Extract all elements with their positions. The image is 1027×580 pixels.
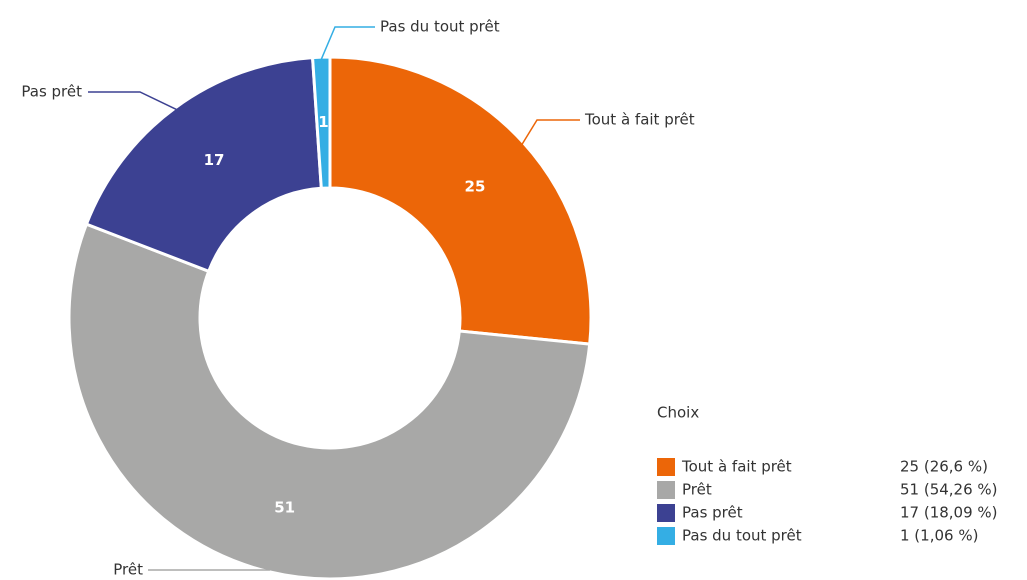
legend-value: 25 (26,6 %) — [900, 458, 988, 476]
category-label: Pas prêt — [21, 83, 82, 101]
legend-swatch — [657, 527, 675, 545]
leader-line — [320, 26, 375, 60]
category-label: Pas du tout prêt — [380, 18, 500, 36]
leader-line — [88, 91, 177, 111]
legend-value: 17 (18,09 %) — [900, 504, 998, 522]
donut-segment — [84, 55, 323, 274]
segment-label: 25 — [465, 177, 486, 195]
legend-value: 51 (54,26 %) — [900, 481, 998, 499]
category-label: Tout à fait prêt — [584, 111, 695, 129]
legend-label: Pas du tout prêt — [682, 527, 802, 545]
legend-label: Prêt — [682, 481, 712, 499]
legend-swatch — [657, 481, 675, 499]
legend-swatch — [657, 504, 675, 522]
segment-label: 51 — [274, 499, 295, 517]
donut-segment — [67, 222, 592, 580]
legend-title: Choix — [657, 404, 699, 422]
segment-label: 1 — [318, 113, 328, 131]
segment-label: 17 — [204, 151, 225, 169]
donut-segment — [328, 55, 593, 346]
leader-line — [521, 119, 580, 145]
legend-swatch — [657, 458, 675, 476]
donut-segment — [310, 55, 332, 190]
category-label: Prêt — [113, 561, 143, 579]
legend-label: Tout à fait prêt — [681, 458, 792, 476]
legend-label: Pas prêt — [682, 504, 743, 522]
legend-value: 1 (1,06 %) — [900, 527, 978, 545]
